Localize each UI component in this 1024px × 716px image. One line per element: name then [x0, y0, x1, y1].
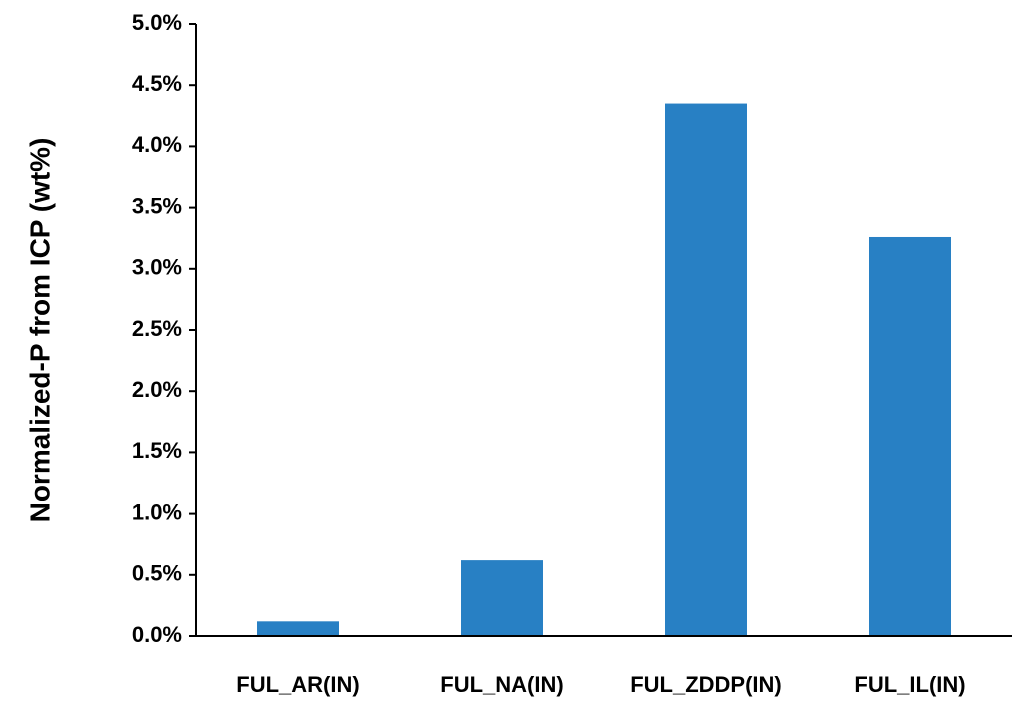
y-tick-label: 1.0% [132, 499, 182, 524]
x-tick-label: FUL_NA(IN) [440, 672, 563, 697]
bar [665, 103, 747, 636]
y-tick-label: 0.0% [132, 622, 182, 647]
x-tick-label: FUL_AR(IN) [236, 672, 359, 697]
x-tick-label: FUL_ZDDP(IN) [630, 672, 782, 697]
bar [257, 621, 339, 636]
y-tick-label: 4.0% [132, 132, 182, 157]
x-tick-label: FUL_IL(IN) [854, 672, 965, 697]
y-tick-label: 1.5% [132, 438, 182, 463]
y-tick-label: 3.0% [132, 255, 182, 280]
y-tick-label: 2.5% [132, 316, 182, 341]
bar [869, 236, 951, 636]
y-tick-label: 4.5% [132, 71, 182, 96]
y-tick-label: 2.0% [132, 377, 182, 402]
bar [461, 560, 543, 636]
y-tick-label: 5.0% [132, 10, 182, 35]
y-tick-label: 0.5% [132, 561, 182, 586]
y-tick-label: 3.5% [132, 193, 182, 218]
y-axis-title: Normalized-P from ICP (wt%) [24, 138, 55, 523]
